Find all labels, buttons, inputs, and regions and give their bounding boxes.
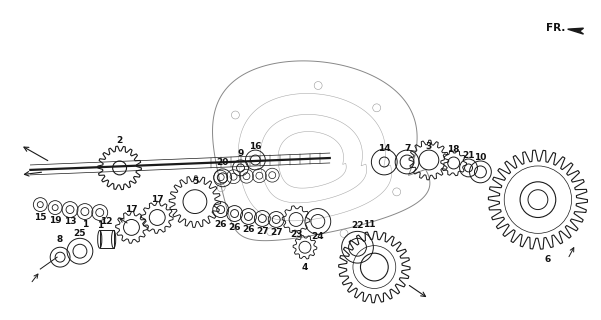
Text: 17: 17 <box>151 195 163 204</box>
Text: 26: 26 <box>242 225 255 234</box>
Text: 27: 27 <box>270 228 282 237</box>
Text: 26: 26 <box>228 223 241 232</box>
Text: 21: 21 <box>462 150 475 160</box>
Text: 1: 1 <box>82 220 88 229</box>
Text: 6: 6 <box>545 255 551 264</box>
Text: 19: 19 <box>49 216 61 225</box>
Text: 8: 8 <box>57 235 63 244</box>
Text: FR.: FR. <box>546 23 565 33</box>
Text: 24: 24 <box>311 232 324 241</box>
Polygon shape <box>568 28 584 34</box>
Text: 16: 16 <box>249 142 261 151</box>
Text: 9: 9 <box>237 148 244 157</box>
Text: 1: 1 <box>97 221 103 230</box>
Text: 12: 12 <box>100 217 113 226</box>
Text: 18: 18 <box>447 145 460 154</box>
Text: 15: 15 <box>34 213 46 222</box>
Text: 26: 26 <box>215 220 227 229</box>
Text: 25: 25 <box>74 229 86 238</box>
Text: 5: 5 <box>192 177 198 186</box>
Text: 2: 2 <box>117 136 123 145</box>
Text: 23: 23 <box>290 230 302 239</box>
Text: 14: 14 <box>378 144 391 153</box>
Text: 20: 20 <box>216 158 229 167</box>
Text: 22: 22 <box>351 221 364 230</box>
Bar <box>100 230 114 248</box>
Text: 27: 27 <box>256 227 269 236</box>
Text: 4: 4 <box>302 263 308 272</box>
Text: 17: 17 <box>125 205 138 214</box>
Text: 13: 13 <box>64 217 76 226</box>
Text: 7: 7 <box>404 144 410 153</box>
Text: 3: 3 <box>426 142 432 151</box>
Text: 10: 10 <box>474 153 487 162</box>
Text: 11: 11 <box>363 220 376 229</box>
